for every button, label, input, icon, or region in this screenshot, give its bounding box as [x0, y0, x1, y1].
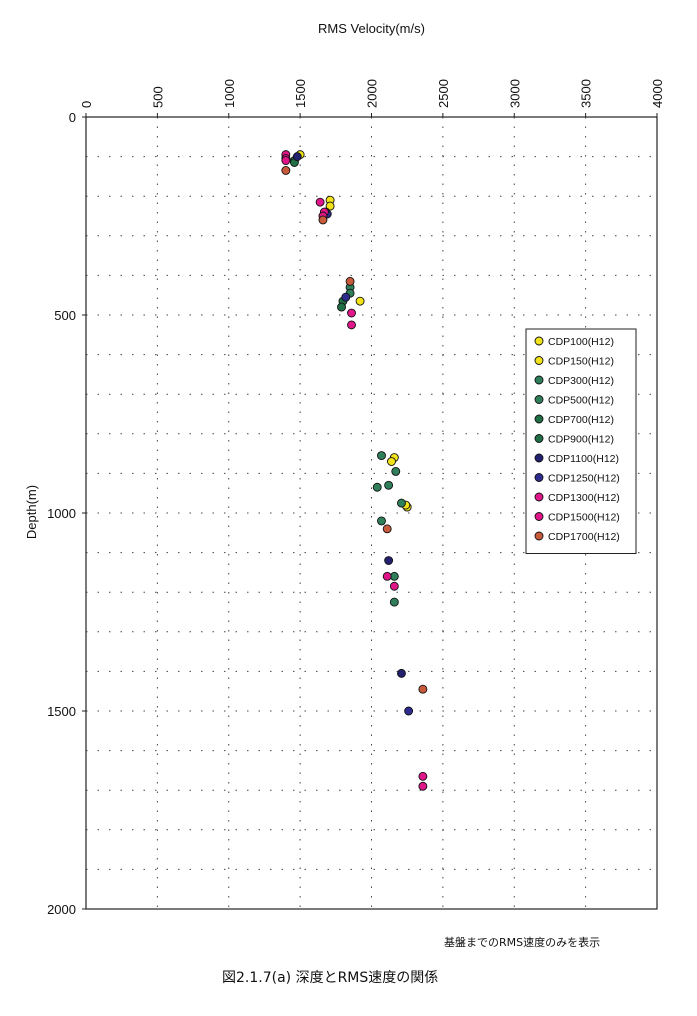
legend-marker: [534, 336, 544, 346]
legend-entry-label: CDP1100(H12): [548, 453, 619, 465]
data-point: [384, 556, 394, 565]
x-tick-label: 1500: [293, 79, 308, 108]
data-point: [387, 457, 396, 466]
data-point: [377, 516, 386, 526]
data-point: [281, 166, 291, 175]
legend-marker: [534, 375, 544, 385]
legend-marker: [534, 492, 544, 502]
legend: CDP100(H12) CDP150(H12) CDP300(H12) CDP500(…: [525, 328, 637, 554]
x-axis-title: RMS Velocity(m/s): [318, 21, 425, 36]
x-tick-label: 500: [150, 86, 165, 108]
data-point: [404, 706, 414, 716]
x-tick-label: 2500: [436, 79, 451, 108]
legend-marker: [534, 395, 544, 404]
x-tick-label: 1000: [222, 79, 237, 108]
legend-entry-label: CDP700(H12): [548, 414, 614, 426]
data-point: [281, 156, 291, 166]
data-point: [382, 571, 392, 581]
x-tick-label: 3500: [579, 79, 594, 108]
x-axis-ticks: 0 500 1000 1500 2000 2500 3000 3500 4000: [79, 79, 665, 117]
x-tick-label: 0: [79, 101, 94, 108]
legend-marker: [534, 453, 544, 463]
data-point: [355, 296, 365, 306]
y-tick-label: 500: [54, 308, 76, 323]
data-point: [391, 466, 401, 476]
legend-marker: [534, 356, 544, 365]
legend-marker: [534, 414, 544, 424]
legend-entry-label: CDP900(H12): [548, 434, 614, 446]
data-point: [341, 292, 351, 302]
legend-entry-label: CDP1300(H12): [548, 492, 620, 504]
legend-marker: [534, 512, 544, 521]
figure-caption: 図2.1.7(a) 深度とRMS速度の関係: [222, 970, 439, 986]
legend-frame: [525, 328, 637, 554]
data-point: [397, 498, 406, 508]
data-point: [318, 215, 328, 225]
legend-marker: [534, 434, 544, 443]
data-point: [418, 771, 428, 781]
data-point: [347, 320, 356, 330]
data-point: [315, 197, 325, 207]
data-point: [389, 597, 399, 607]
legend-marker: [534, 531, 544, 541]
legend-entry-label: CDP1250(H12): [548, 473, 620, 485]
data-points: [281, 150, 428, 791]
data-point: [347, 308, 356, 318]
legend-marker: [534, 473, 544, 482]
y-tick-label: 0: [69, 110, 76, 125]
legend-entry-label: CDP1500(H12): [548, 512, 620, 524]
y-axis-ticks: 0 500 1000 1500 2000: [47, 110, 86, 917]
data-point: [389, 581, 399, 591]
data-point: [377, 451, 386, 461]
data-point: [372, 482, 382, 492]
legend-entry-label: CDP150(H12): [548, 356, 614, 368]
legend-entry-label: CDP100(H12): [548, 336, 614, 348]
y-tick-label: 2000: [47, 902, 76, 917]
data-point: [345, 276, 355, 286]
data-point: [418, 684, 428, 694]
bottom-note: 基盤までのRMS速度のみを表示: [444, 936, 601, 949]
data-point: [384, 480, 394, 490]
data-point: [397, 668, 406, 678]
y-tick-label: 1000: [47, 506, 76, 521]
x-tick-label: 4000: [650, 79, 665, 108]
data-point: [337, 302, 346, 312]
y-axis-title: Depth(m): [24, 485, 39, 539]
legend-entry-label: CDP300(H12): [548, 375, 614, 387]
data-point: [325, 201, 335, 211]
data-point: [418, 781, 428, 791]
x-tick-label: 3000: [507, 79, 522, 108]
legend-entry-label: CDP1700(H12): [548, 531, 620, 543]
x-tick-label: 2000: [365, 79, 380, 108]
y-tick-label: 1500: [47, 704, 76, 719]
data-point: [292, 152, 302, 162]
legend-entry-label: CDP500(H12): [548, 395, 614, 407]
data-point: [382, 524, 392, 534]
